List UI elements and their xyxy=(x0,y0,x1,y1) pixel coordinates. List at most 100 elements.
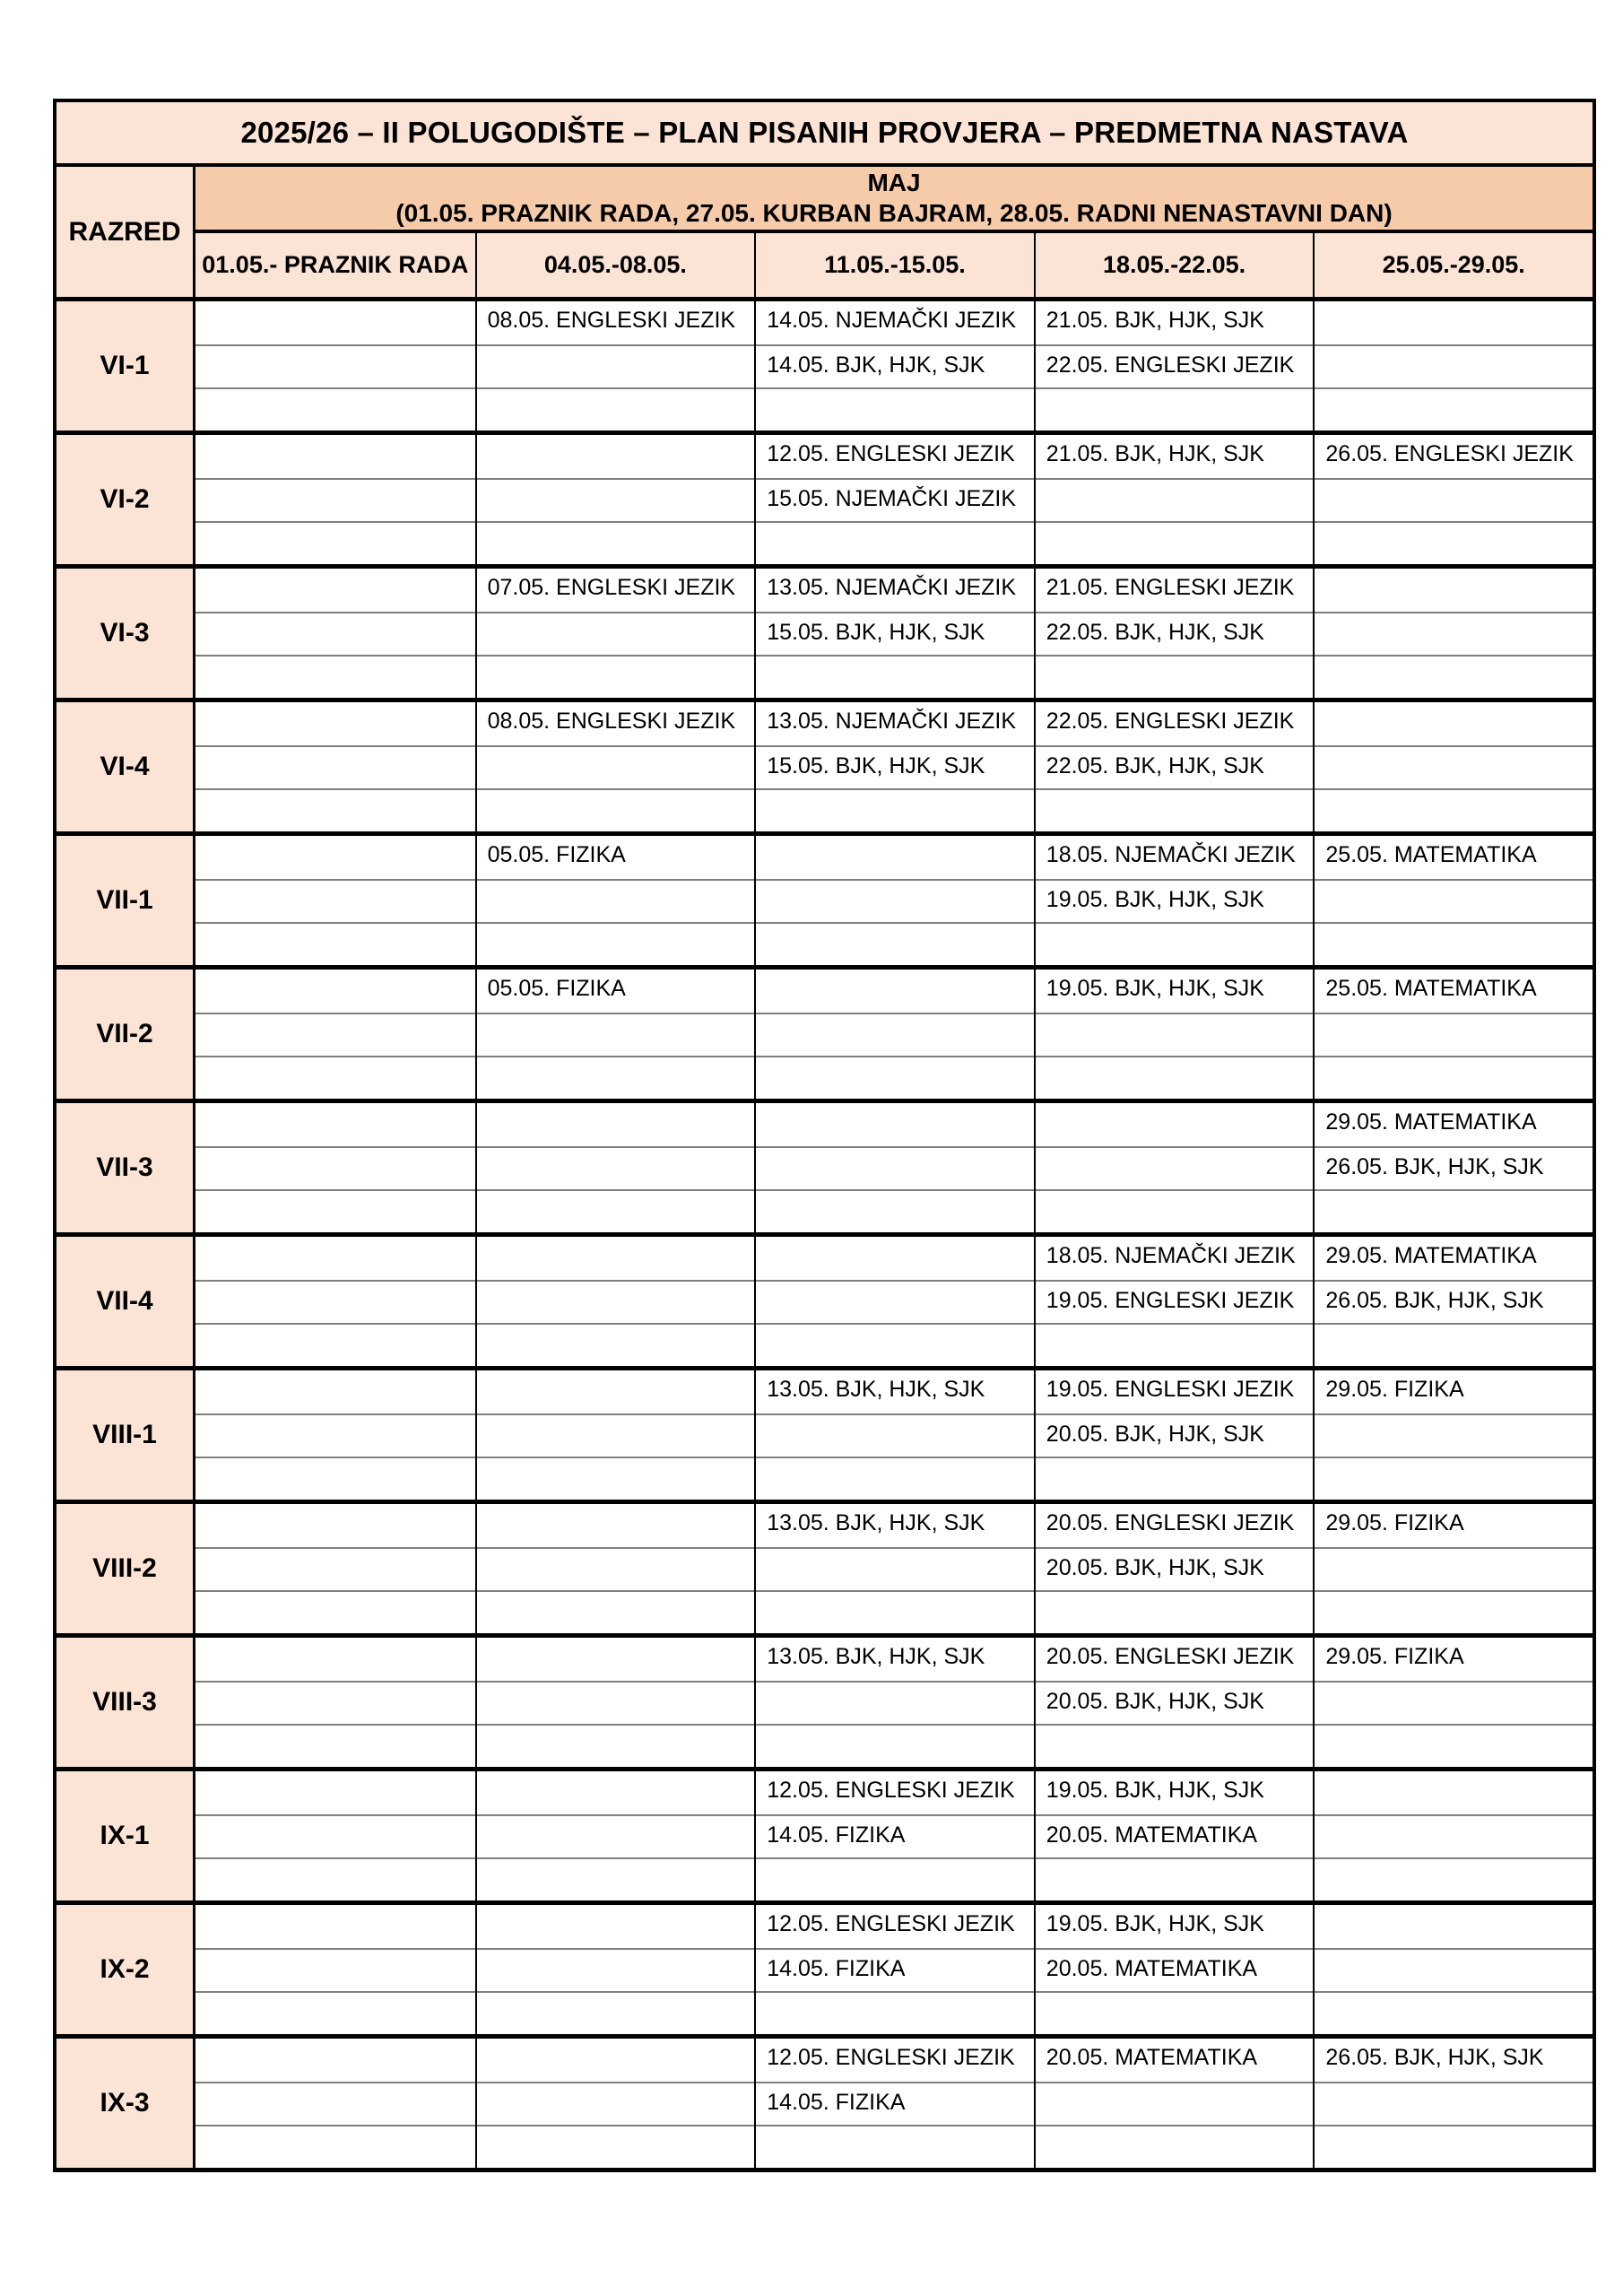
table-header: RAZRED MAJ (01.05. PRAZNIK RADA, 27.05. … xyxy=(56,167,1593,301)
exam-cell xyxy=(476,1413,755,1457)
exam-cell xyxy=(195,1814,475,1857)
exam-cell xyxy=(1315,2082,1593,2125)
exam-cell xyxy=(476,387,755,430)
class-row-block: VI-4 08.05. ENGLESKI JEZIK 13.05. NJEMAČKI… xyxy=(56,702,1593,836)
week-column: 14.05. NJEMAČKI JEZIK 14.05. BJK, HJK, SJ… xyxy=(754,301,1034,430)
exam-cell xyxy=(1035,922,1314,965)
week-column: 13.05. BJK, HJK, SJK xyxy=(754,1370,1034,1500)
class-label: IX-3 xyxy=(56,2039,195,2168)
exam-cell: 13.05. BJK, HJK, SJK xyxy=(767,1510,985,1535)
class-row-block: VIII-3 13.05. BJK, HJK, SJK 20.05. ENGLESK… xyxy=(56,1638,1593,1771)
exam-cell xyxy=(477,1638,755,1681)
exam-cell xyxy=(1315,612,1593,655)
week-column xyxy=(195,435,475,564)
exam-cell xyxy=(195,521,475,564)
exam-cell xyxy=(1315,1457,1593,1500)
exam-cell: 22.05. ENGLESKI JEZIK xyxy=(1035,344,1314,387)
exam-cell: 26.05. ENGLESKI JEZIK xyxy=(1325,441,1574,466)
exam-cell xyxy=(1315,702,1593,745)
week-column-header-4: 18.05.-22.05. xyxy=(1033,233,1314,297)
exam-cell: 20.05. MATEMATIKA xyxy=(1035,1814,1314,1857)
exam-cell xyxy=(756,387,1034,430)
week-column xyxy=(1313,1771,1593,1900)
exam-cell xyxy=(477,1504,755,1547)
class-row-block: IX-2 12.05. ENGLESKI JEZIK 14.05. FIZIKA 19… xyxy=(56,1905,1593,2039)
week-column: 19.05. BJK, HJK, SJK 20.05. MATEMATIKA xyxy=(1033,1771,1314,1900)
exam-cell xyxy=(1035,655,1314,698)
exam-cell: 07.05. ENGLESKI JEZIK xyxy=(487,575,736,600)
week-column xyxy=(195,569,475,698)
week-column xyxy=(754,970,1034,1099)
exam-cell xyxy=(476,1547,755,1590)
exam-cell xyxy=(195,612,475,655)
exam-schedule-table: 2025/26 – II POLUGODIŠTE – PLAN PISANIH … xyxy=(53,99,1596,2172)
exam-cell xyxy=(195,1905,475,1948)
exam-cell xyxy=(1035,2082,1314,2125)
week-column: 13.05. BJK, HJK, SJK xyxy=(754,1638,1034,1767)
exam-cell xyxy=(1035,1146,1314,1189)
exam-cell xyxy=(476,344,755,387)
week-column xyxy=(474,1905,755,2034)
exam-cell xyxy=(1035,1590,1314,1633)
exam-cell: 21.05. ENGLESKI JEZIK xyxy=(1046,575,1295,600)
exam-cell: 15.05. BJK, HJK, SJK xyxy=(756,745,1034,788)
exam-cell: 13.05. BJK, HJK, SJK xyxy=(767,1644,985,1669)
exam-cell xyxy=(195,1681,475,1724)
exam-cell xyxy=(195,1457,475,1500)
exam-cell: 05.05. FIZIKA xyxy=(487,842,626,867)
exam-cell xyxy=(195,301,475,344)
exam-cell xyxy=(195,2039,475,2082)
exam-cell xyxy=(195,1280,475,1323)
table-body: VI-1 08.05. ENGLESKI JEZIK 14.05. NJEMAČKI… xyxy=(56,301,1593,2172)
exam-cell xyxy=(756,2125,1034,2168)
exam-cell xyxy=(195,569,475,612)
exam-cell xyxy=(756,1547,1034,1590)
week-column xyxy=(195,1237,475,1366)
class-row-block: VII-2 05.05. FIZIKA 19.05. BJK, HJK, SJK 25… xyxy=(56,970,1593,1103)
exam-cell xyxy=(756,1413,1034,1457)
exam-cell: 22.05. BJK, HJK, SJK xyxy=(1035,745,1314,788)
week-column xyxy=(195,301,475,430)
exam-cell xyxy=(195,1056,475,1099)
exam-cell: 20.05. BJK, HJK, SJK xyxy=(1035,1413,1314,1457)
class-label: VII-1 xyxy=(56,836,195,965)
exam-cell: 19.05. BJK, HJK, SJK xyxy=(1046,1911,1264,1936)
exam-cell xyxy=(476,1189,755,1232)
class-label: VIII-3 xyxy=(56,1638,195,1767)
class-label: VII-3 xyxy=(56,1103,195,1232)
week-column: 22.05. ENGLESKI JEZIK 22.05. BJK, HJK, SJ… xyxy=(1033,702,1314,831)
exam-cell xyxy=(195,2125,475,2168)
month-label: MAJ xyxy=(867,169,921,196)
exam-cell: 22.05. ENGLESKI JEZIK xyxy=(1046,709,1295,734)
exam-cell xyxy=(195,788,475,831)
exam-cell: 08.05. ENGLESKI JEZIK xyxy=(487,709,736,734)
exam-cell xyxy=(1315,788,1593,831)
exam-cell xyxy=(756,521,1034,564)
exam-cell xyxy=(195,2082,475,2125)
exam-cell xyxy=(756,1457,1034,1500)
exam-cell xyxy=(476,1814,755,1857)
exam-cell xyxy=(1035,1457,1314,1500)
exam-cell: 21.05. BJK, HJK, SJK xyxy=(1046,441,1264,466)
exam-cell xyxy=(1035,1323,1314,1366)
week-column xyxy=(754,1103,1034,1232)
week-column xyxy=(754,836,1034,965)
class-label: VI-3 xyxy=(56,569,195,698)
week-column: 20.05. ENGLESKI JEZIK 20.05. BJK, HJK, SJ… xyxy=(1033,1504,1314,1633)
week-column xyxy=(1313,569,1593,698)
exam-cell xyxy=(477,1370,755,1413)
exam-cell: 29.05. FIZIKA xyxy=(1325,1644,1464,1669)
exam-cell xyxy=(1315,1948,1593,1991)
exam-cell xyxy=(195,1771,475,1814)
week-column: 12.05. ENGLESKI JEZIK 14.05. FIZIKA xyxy=(754,2039,1034,2168)
exam-cell xyxy=(756,1724,1034,1767)
exam-cell xyxy=(195,435,475,478)
exam-cell: 19.05. BJK, HJK, SJK xyxy=(1046,1778,1264,1803)
exam-cell xyxy=(756,1056,1034,1099)
exam-cell xyxy=(1315,922,1593,965)
week-column xyxy=(474,1771,755,1900)
exam-cell: 19.05. ENGLESKI JEZIK xyxy=(1035,1280,1314,1323)
exam-cell: 12.05. ENGLESKI JEZIK xyxy=(767,441,1015,466)
exam-cell: 14.05. FIZIKA xyxy=(756,1948,1034,1991)
exam-cell xyxy=(1035,788,1314,831)
